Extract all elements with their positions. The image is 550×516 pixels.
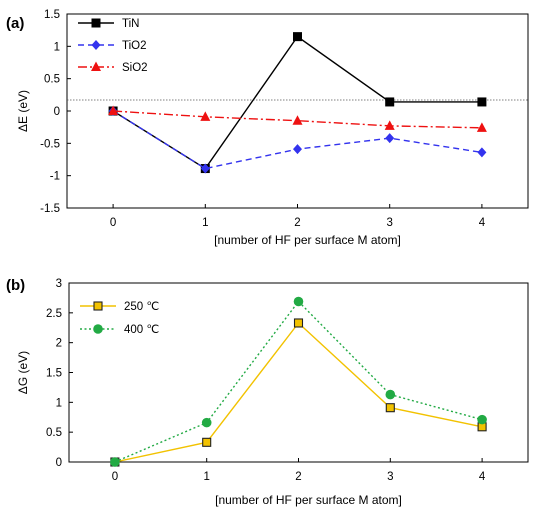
data-point	[293, 318, 304, 328]
x-tick-label: 4	[479, 471, 486, 483]
legend-item: 250 ℃	[80, 301, 159, 313]
data-point	[110, 457, 120, 467]
data-point	[293, 32, 302, 42]
legend-marker	[91, 40, 101, 50]
legend-label: 400 ℃	[124, 324, 159, 336]
data-point	[202, 437, 212, 447]
series-line	[113, 110, 482, 129]
legend-item: TiO2	[78, 40, 147, 52]
panel-label: (b)	[6, 277, 25, 294]
y-tick-label: 0	[54, 106, 60, 118]
series-line	[114, 321, 483, 463]
series-400	[110, 296, 487, 467]
legend-item: TiN	[78, 18, 139, 30]
y-tick-label: 0.5	[44, 74, 60, 86]
panel-label: (a)	[6, 15, 24, 32]
data-point	[293, 296, 304, 307]
data-point	[293, 144, 302, 155]
data-point	[385, 389, 396, 400]
legend-marker	[91, 18, 101, 28]
x-tick-label: 4	[479, 217, 486, 229]
legend-item: SiO2	[78, 61, 148, 74]
x-tick-label: 1	[203, 471, 209, 483]
y-tick-label: 2.5	[46, 308, 62, 320]
y-tick-label: 0	[56, 457, 62, 469]
legend-marker	[93, 324, 103, 334]
legend-marker	[93, 301, 103, 311]
data-point	[200, 111, 211, 121]
data-point	[477, 414, 487, 425]
y-tick-label: 1	[54, 41, 60, 53]
y-tick-label: 3	[56, 278, 62, 290]
series-line	[114, 300, 483, 463]
data-point	[477, 97, 487, 107]
legend-marker	[91, 61, 101, 71]
y-axis-title: ΔG (eV)	[16, 351, 30, 394]
x-tick-label: 0	[110, 217, 116, 229]
x-tick-label: 3	[387, 471, 393, 483]
y-tick-label: -1.5	[40, 203, 60, 215]
data-point	[292, 115, 303, 125]
panel-b: (b) 0 0.5 1 1.5 2 2.5 3 0 1 2 3 4 [number of HF per s…	[6, 277, 529, 507]
data-point	[477, 147, 487, 158]
data-point	[200, 163, 210, 174]
y-tick-label: 0.5	[46, 427, 62, 439]
legend-label: 250 ℃	[124, 301, 159, 313]
data-point	[201, 417, 212, 428]
legend-label: TiO2	[122, 40, 147, 52]
data-point	[385, 403, 395, 413]
x-tick-label: 3	[386, 217, 392, 229]
series-250	[110, 318, 487, 467]
x-tick-label: 1	[202, 217, 208, 229]
x-tick-label: 2	[294, 217, 300, 229]
data-point	[384, 120, 395, 130]
y-tick-label: 1.5	[44, 9, 60, 21]
legend-label: SiO2	[122, 62, 148, 74]
y-axis-title: ΔE (eV)	[16, 90, 30, 132]
legend-label: TiN	[122, 18, 139, 30]
y-tick-label: 1.5	[46, 368, 62, 380]
y-tick-label: 1	[56, 397, 62, 409]
data-point	[385, 97, 395, 107]
x-tick-label: 0	[112, 471, 118, 483]
data-point	[476, 122, 487, 132]
y-tick-label: -0.5	[40, 138, 60, 150]
panel-a: (a) -1.5 -1 -0.5 0 0.5 1 1.5 0 1 2 3 4 [number of HF …	[6, 9, 529, 247]
x-axis-title: [number of HF per surface M atom]	[215, 493, 402, 507]
series-sio2	[108, 105, 487, 132]
y-tick-label: -1	[50, 171, 60, 183]
y-tick-label: 2	[56, 338, 62, 350]
data-point	[385, 133, 395, 144]
legend-item: 400 ℃	[80, 324, 159, 336]
x-tick-label: 2	[295, 471, 301, 483]
x-axis-title: [number of HF per surface M atom]	[214, 233, 401, 247]
data-point	[108, 105, 119, 115]
